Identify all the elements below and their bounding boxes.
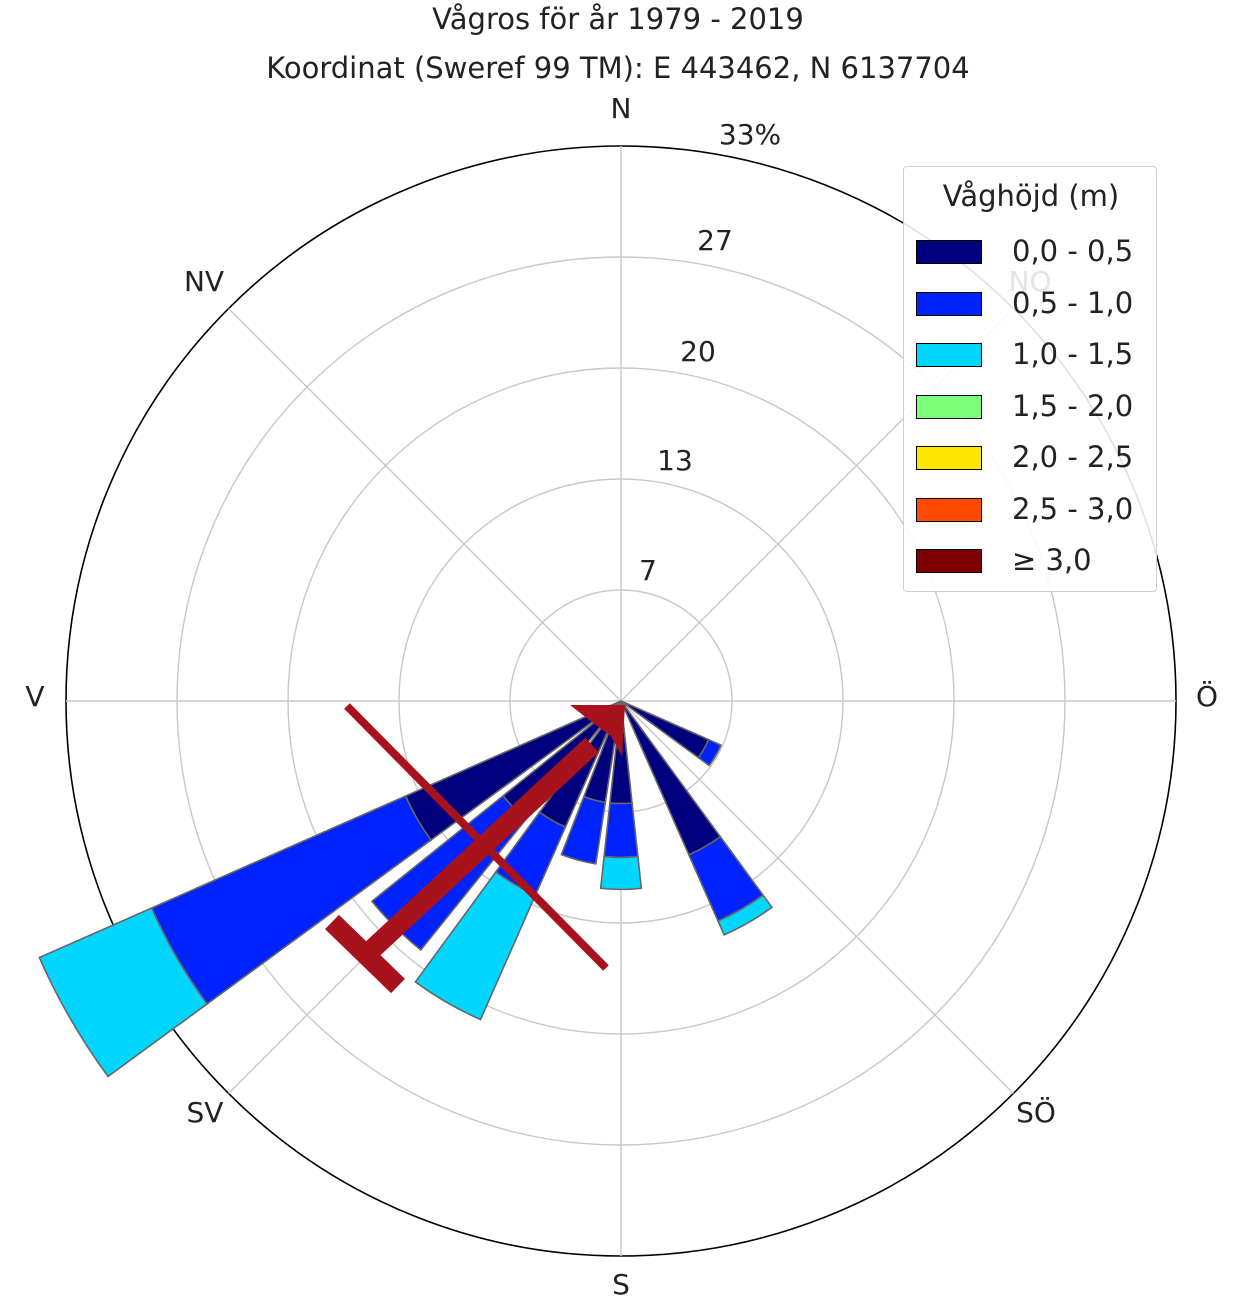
legend-label: 0,5 - 1,0 bbox=[1012, 286, 1134, 320]
direction-label: Ö bbox=[1196, 679, 1218, 713]
legend-label: 2,0 - 2,5 bbox=[1012, 440, 1134, 474]
legend-item-6: ≥ 3,0 bbox=[916, 543, 1152, 577]
legend-label: 2,5 - 3,0 bbox=[1012, 492, 1134, 526]
legend-label: 0,0 - 0,5 bbox=[1012, 234, 1134, 268]
legend-swatch bbox=[916, 292, 982, 316]
legend-item-5: 2,5 - 3,0 bbox=[916, 492, 1152, 526]
legend-title: Våghöjd (m) bbox=[942, 179, 1120, 213]
radial-tick-label: 27 bbox=[697, 224, 733, 257]
legend-swatch bbox=[916, 498, 982, 522]
legend-swatch bbox=[916, 446, 982, 470]
legend-item-1: 0,5 - 1,0 bbox=[916, 286, 1152, 320]
legend-label: 1,0 - 1,5 bbox=[1012, 337, 1134, 371]
annotation-crossline bbox=[344, 703, 609, 971]
legend-item-2: 1,0 - 1,5 bbox=[916, 337, 1152, 371]
rose-wedge bbox=[38, 906, 209, 1078]
grid-spoke bbox=[228, 308, 622, 702]
direction-label: V bbox=[25, 680, 44, 713]
direction-label: S bbox=[612, 1268, 630, 1297]
legend-item-4: 2,0 - 2,5 bbox=[916, 440, 1152, 474]
legend-item-0: 0,0 - 0,5 bbox=[916, 234, 1152, 268]
rose-wedge bbox=[716, 893, 774, 936]
radial-tick-label: 7 bbox=[639, 554, 657, 587]
rose-wedge bbox=[599, 855, 643, 891]
annotation-arrow-tail bbox=[325, 914, 405, 994]
direction-label: NV bbox=[184, 265, 224, 298]
radial-tick-label: 20 bbox=[680, 335, 716, 368]
radial-tick-label: 13 bbox=[657, 444, 693, 477]
annotation-arrow-shaft bbox=[359, 737, 599, 963]
rose-wedge bbox=[560, 795, 607, 865]
legend-label: ≥ 3,0 bbox=[1012, 543, 1092, 577]
rose-wedge bbox=[697, 738, 723, 767]
chart-subtitle: Koordinat (Sweref 99 TM): E 443462, N 61… bbox=[266, 51, 970, 85]
direction-label: N bbox=[611, 92, 632, 125]
direction-label: SV bbox=[187, 1096, 224, 1129]
legend-swatch bbox=[916, 395, 982, 419]
legend-swatch bbox=[916, 343, 982, 367]
annotation-arrowhead bbox=[570, 705, 625, 757]
rose-wedge bbox=[414, 870, 537, 1021]
rose-wedge bbox=[603, 802, 639, 859]
grid-spoke bbox=[620, 700, 1014, 1094]
legend-label: 1,5 - 2,0 bbox=[1012, 389, 1134, 423]
legend-swatch bbox=[916, 240, 982, 264]
legend-swatch bbox=[916, 549, 982, 573]
chart-title: Vågros för år 1979 - 2019 bbox=[432, 2, 804, 36]
radial-tick-label: 33% bbox=[719, 118, 781, 151]
legend: Våghöjd (m) 0,0 - 0,5 0,5 - 1,0 1,0 - 1,… bbox=[903, 166, 1157, 592]
legend-item-3: 1,5 - 2,0 bbox=[916, 389, 1152, 423]
direction-label: SÖ bbox=[1016, 1095, 1056, 1129]
